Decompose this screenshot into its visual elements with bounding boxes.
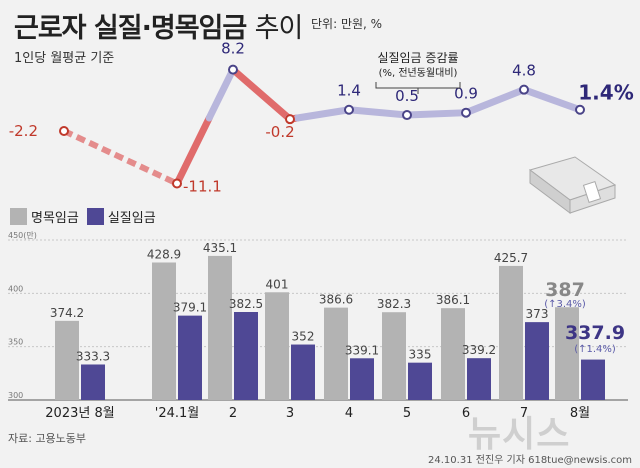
bar-nominal [555,307,579,400]
bar-nominal [382,312,406,400]
y-tick-label: 350 [8,338,23,347]
line-point [519,84,529,95]
bar-label-real: 333.3 [76,349,110,363]
bar-real [408,362,432,400]
bar-label-nominal: 382.3 [377,297,411,311]
line-label: -2.2 [9,122,38,140]
bar-label-nominal: 374.2 [50,306,84,320]
series-line [293,106,353,122]
legend-label-real: 실질임금 [107,211,156,226]
bar-annotation-nominal: (↑3.4%) [544,299,586,310]
credit-note: 24.10.31 전진우 기자 618tue@newsis.com [428,455,632,466]
bar-label-nominal: 428.9 [147,248,181,262]
series-line-gap [62,128,179,187]
line-label: 4.8 [512,62,536,80]
bar-nominal [55,320,79,400]
bar-label-real: 335 [409,348,432,362]
bar-real [350,358,374,400]
page-title: 근로자 실질·명목임금 추이 [14,6,304,45]
bar-real [81,364,105,400]
watermark-logo: 뉴시스 [468,414,571,455]
x-tick-label: 6 [462,406,470,421]
series-line [345,106,411,119]
bar-legend: 명목임금 실질임금 [10,207,164,226]
line-point [575,104,585,115]
bar-real [234,312,258,400]
title-main: 근로자 실질·명목임금 [14,13,247,44]
bar-real [291,344,315,400]
y-tick-label: 400 [8,284,23,293]
x-tick-label: '24.1월 [155,406,199,421]
legend-swatch-nominal [10,208,27,225]
line-label: 0.5 [395,87,419,105]
line-label: 1.4% [578,81,633,105]
series-line [403,109,470,119]
bar-real [178,315,202,400]
bar-nominal [265,292,289,400]
line-label: -0.2 [265,123,294,141]
y-tick-label: 450(만) [8,231,37,240]
bar-label-nominal: 435.1 [203,241,237,255]
bar-real [525,322,549,400]
series-line [520,86,584,114]
x-tick-label: 5 [403,406,411,421]
y-tick-label: 300 [8,391,23,400]
line-chart-subtitle: (%, 전년동월대비) [379,67,458,79]
x-tick-label: 2 [229,406,237,421]
series-line [462,86,528,117]
unit-note: 단위: 만원, % [311,17,383,31]
line-label: 1.4 [337,82,361,100]
bar-label-real: 382.5 [229,297,263,311]
series-line-negative [229,66,293,122]
line-label: -11.1 [183,177,222,195]
bar-label-nominal: 387 [545,279,585,301]
x-tick-label: 4 [345,406,353,421]
x-tick-label: 8월 [570,406,590,421]
bar-label-nominal: 386.6 [319,293,353,307]
series-line-negative [173,114,213,187]
x-tick-label: 7 [520,406,528,421]
series-line [205,66,237,122]
bar-nominal [152,262,176,400]
legend-item-real: 실질임금 [86,207,156,226]
line-point [285,114,295,125]
bar-real [467,358,491,400]
legend-item-nominal: 명목임금 [10,207,79,226]
bar-nominal [499,265,523,400]
line-label: 0.9 [454,85,478,103]
bar-label-nominal: 401 [266,277,289,291]
line-label: 8.2 [221,40,245,58]
money-band-icon [582,180,602,204]
line-chart-title: 실질임금 증감률 [377,51,458,65]
line-point [228,64,238,75]
x-tick-label: 3 [286,406,294,421]
callout-bracket [375,82,461,94]
bar-nominal [441,308,465,400]
bar-label-real: 379.1 [173,301,207,315]
bar-label-real: 373 [526,307,549,321]
title-suffix: 추이 [254,13,304,44]
bar-label-real: 352 [292,330,315,344]
bar-annotation-real: (↑1.4%) [574,344,616,355]
x-tick-label: 2023년 8월 [45,406,114,421]
line-point [344,104,354,115]
line-point [461,107,471,118]
source-note: 자료: 고용노동부 [8,432,87,445]
bar-label-real: 339.2 [462,343,496,357]
bar-label-real: 337.9 [565,322,625,344]
bar-label-nominal: 386.1 [436,293,470,307]
bar-nominal [208,255,232,400]
legend-swatch-real [86,208,104,225]
bar-nominal [324,307,348,400]
bar-real [581,359,605,400]
line-point [172,178,182,189]
line-point [59,125,69,136]
legend-label-nominal: 명목임금 [31,211,79,226]
bar-label-real: 339.1 [345,343,379,357]
per-capita-note: 1인당 월평균 기준 [14,51,115,66]
line-point [402,110,412,121]
bar-label-nominal: 425.7 [494,251,528,265]
